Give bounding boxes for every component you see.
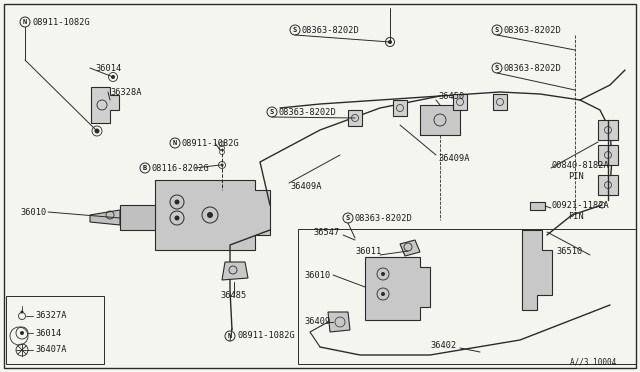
Text: 36011: 36011 [355,247,381,257]
Circle shape [207,212,213,218]
Text: PIN: PIN [568,171,584,180]
Polygon shape [120,205,155,230]
Text: 08363-8202D: 08363-8202D [279,108,337,116]
Text: B: B [143,165,147,171]
Polygon shape [530,202,545,210]
Text: 36409A: 36409A [438,154,470,163]
Text: N: N [228,333,232,339]
Text: S: S [495,65,499,71]
Polygon shape [400,240,420,256]
Text: N: N [173,140,177,146]
Text: 36407A: 36407A [35,346,67,355]
Polygon shape [493,94,507,110]
Polygon shape [393,100,407,116]
Polygon shape [328,312,350,332]
Text: 08363-8202D: 08363-8202D [355,214,413,222]
Text: 08911-1082G: 08911-1082G [182,138,240,148]
Polygon shape [365,257,430,320]
Polygon shape [598,175,618,195]
Text: 00921-1182A: 00921-1182A [552,201,610,209]
Text: S: S [293,27,297,33]
Text: PIN: PIN [568,212,584,221]
Text: A//3 10004: A//3 10004 [570,357,616,366]
Polygon shape [522,230,552,310]
Polygon shape [598,145,618,165]
Text: 36547: 36547 [313,228,339,237]
Polygon shape [348,110,362,126]
Circle shape [175,215,179,221]
Text: S: S [270,109,274,115]
Text: 36328A: 36328A [110,87,141,96]
Text: 08116-8202G: 08116-8202G [152,164,210,173]
Text: 36409: 36409 [304,317,330,327]
Polygon shape [90,210,120,225]
Circle shape [20,311,24,314]
Text: 08911-1082G: 08911-1082G [32,17,90,26]
Circle shape [111,75,115,79]
Polygon shape [453,94,467,110]
Text: 36510: 36510 [556,247,582,257]
Text: 36485: 36485 [220,292,246,301]
Text: 36409A: 36409A [290,182,321,190]
Polygon shape [420,105,460,135]
Circle shape [95,128,99,134]
Text: 08911-1082G: 08911-1082G [237,331,295,340]
Circle shape [388,40,392,44]
Text: 08363-8202D: 08363-8202D [302,26,360,35]
Text: 36327A: 36327A [35,311,67,321]
Circle shape [381,272,385,276]
Circle shape [381,292,385,296]
Text: 00840-8182A: 00840-8182A [552,160,610,170]
Polygon shape [91,87,119,123]
Polygon shape [598,120,618,140]
Circle shape [221,164,223,167]
Text: 36010: 36010 [304,270,330,279]
Text: S: S [495,27,499,33]
Text: S: S [346,215,350,221]
Text: 36014: 36014 [35,328,61,337]
Polygon shape [222,262,248,280]
Text: 36450: 36450 [438,92,464,100]
Circle shape [20,331,24,335]
Text: 36402: 36402 [430,340,456,350]
Text: N: N [23,19,27,25]
Text: 08363-8202D: 08363-8202D [504,26,562,35]
Text: 36010: 36010 [20,208,46,217]
Text: 08363-8202D: 08363-8202D [504,64,562,73]
Circle shape [175,199,179,205]
Text: 36014: 36014 [95,64,121,73]
Polygon shape [155,180,270,250]
